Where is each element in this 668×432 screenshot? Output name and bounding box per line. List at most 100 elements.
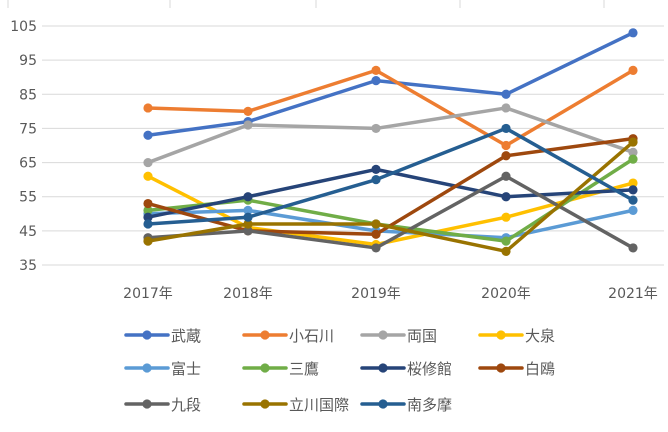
y-tick-label: 85 [19, 87, 37, 103]
x-tick-label: 2021年 [608, 286, 658, 302]
series-line [146, 31, 635, 138]
legend-swatch-marker [142, 330, 152, 340]
data-point [628, 147, 638, 157]
legend-item: 富士 [124, 360, 201, 378]
series-line [146, 106, 635, 165]
data-point [243, 219, 253, 229]
legend-item: 九段 [124, 396, 201, 414]
legend-item: 三鷹 [242, 360, 319, 378]
legend-label: 九段 [171, 396, 201, 414]
x-tick-label: 2019年 [351, 286, 401, 302]
series [143, 171, 638, 253]
data-point [628, 178, 638, 188]
data-point [628, 195, 638, 205]
data-point [501, 212, 511, 222]
legend-swatch-marker [378, 363, 388, 373]
data-point [628, 137, 638, 147]
data-point [143, 212, 153, 222]
data-point [143, 205, 153, 215]
y-tick-label: 75 [19, 121, 37, 137]
data-point [371, 175, 381, 185]
data-point [628, 65, 638, 75]
x-tick-label: 2020年 [481, 286, 531, 302]
legend-label: 白鴎 [525, 360, 555, 378]
legend-label: 富士 [171, 360, 201, 378]
data-point [143, 219, 153, 229]
x-axis-ticks: 2017年 2018年 2019年 2020年 2021年 [123, 286, 658, 302]
series [143, 164, 638, 222]
data-point [501, 123, 511, 134]
legend-swatch-marker [378, 330, 388, 340]
data-point [143, 236, 153, 246]
data-point [501, 103, 511, 113]
data-point [628, 185, 638, 195]
legend-item: 桜修館 [360, 360, 452, 378]
data-point [501, 151, 511, 161]
data-point [371, 65, 381, 75]
legend-swatch-marker [142, 399, 152, 409]
data-point [143, 157, 153, 168]
data-point [628, 243, 638, 253]
x-tick-label: 2018年 [223, 286, 273, 302]
legend-item: 両国 [360, 327, 437, 345]
legend-item: 小石川 [242, 327, 334, 345]
data-point [501, 192, 511, 202]
series [143, 123, 638, 229]
y-tick-label: 95 [19, 53, 37, 69]
legend-swatch-marker [496, 363, 506, 373]
data-point [243, 212, 253, 222]
legend-swatch-marker [378, 399, 388, 409]
x-tick-label: 2017年 [123, 286, 173, 302]
data-point [143, 103, 153, 113]
y-tick-label: 65 [19, 156, 37, 172]
legend-swatch-marker [142, 363, 152, 373]
data-point [371, 76, 381, 86]
series [143, 28, 638, 140]
data-point [628, 28, 638, 38]
data-point [628, 205, 638, 215]
data-point [243, 205, 253, 215]
data-point [371, 219, 381, 229]
legend-label: 武蔵 [171, 327, 201, 345]
data-point [501, 171, 511, 181]
data-point [501, 89, 511, 99]
data-point [243, 192, 253, 202]
data-point [243, 120, 253, 130]
series-lines [143, 28, 638, 256]
legend-label: 桜修館 [407, 360, 452, 378]
legend-item: 南多摩 [360, 396, 452, 414]
legend-item: 白鴎 [478, 360, 555, 378]
data-point [143, 198, 153, 209]
legend-swatch-marker [260, 363, 270, 373]
legend-swatch-marker [260, 399, 270, 409]
data-point [371, 243, 381, 253]
data-point [243, 106, 253, 116]
legend-label: 両国 [407, 327, 437, 345]
data-point [501, 140, 511, 151]
data-point [371, 164, 381, 174]
legend-label: 小石川 [289, 327, 334, 345]
data-point [371, 229, 381, 239]
series [143, 103, 638, 168]
legend-item: 大泉 [478, 327, 555, 345]
data-point [501, 236, 511, 246]
legend-label: 大泉 [525, 327, 555, 345]
series [143, 137, 638, 256]
y-tick-label: 45 [19, 224, 37, 240]
y-tick-label: 35 [19, 258, 37, 274]
series [143, 65, 638, 151]
data-point [628, 154, 638, 164]
legend-item: 武蔵 [124, 327, 201, 345]
legend-swatch-marker [496, 330, 506, 340]
legend-label: 三鷹 [289, 360, 319, 378]
y-tick-label: 55 [19, 190, 37, 206]
data-point [143, 130, 153, 140]
data-point [371, 123, 381, 134]
legend-item: 立川国際 [242, 396, 349, 414]
legend-label: 南多摩 [407, 396, 452, 414]
data-point [501, 246, 511, 256]
data-point [243, 226, 253, 236]
